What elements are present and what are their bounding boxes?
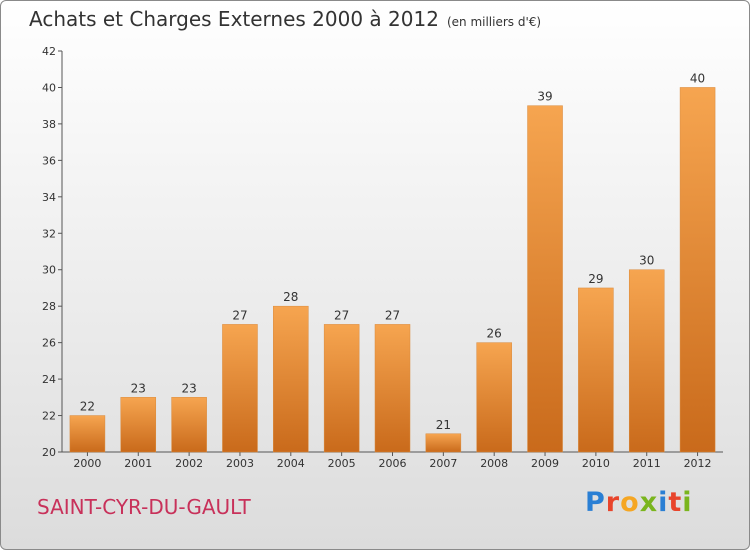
data-label-2002: 23 bbox=[181, 381, 196, 395]
data-label-2005: 27 bbox=[334, 308, 349, 322]
x-tick-label: 2005 bbox=[328, 457, 356, 470]
x-tick-label: 2001 bbox=[124, 457, 152, 470]
bar-2007 bbox=[425, 433, 462, 453]
data-label-2007: 21 bbox=[436, 418, 451, 432]
y-tick-label: 30 bbox=[42, 264, 56, 277]
chart-title-text: Achats et Charges Externes 2000 à 2012 bbox=[29, 7, 439, 31]
y-tick-label: 38 bbox=[42, 118, 56, 131]
y-tick-label: 24 bbox=[42, 373, 56, 386]
x-tick-label: 2007 bbox=[429, 457, 457, 470]
bar-2003 bbox=[222, 324, 258, 453]
bar-2005 bbox=[323, 324, 360, 453]
proxiti-logo: Proxiti bbox=[585, 487, 693, 518]
y-tick-label: 20 bbox=[42, 446, 56, 459]
bar-2008 bbox=[476, 342, 512, 453]
bar-2002 bbox=[171, 397, 207, 453]
bar-2009 bbox=[527, 105, 563, 453]
y-tick-label: 22 bbox=[42, 410, 56, 423]
bar-2000 bbox=[69, 415, 106, 453]
data-label-2000: 22 bbox=[80, 400, 95, 414]
data-label-2001: 23 bbox=[131, 381, 146, 395]
data-label-2004: 28 bbox=[283, 290, 298, 304]
bars bbox=[69, 87, 716, 453]
x-tick-label: 2003 bbox=[226, 457, 254, 470]
x-tick-label: 2009 bbox=[531, 457, 559, 470]
chart-subtitle: (en milliers d'€) bbox=[446, 15, 542, 29]
x-tick-label: 2008 bbox=[480, 457, 508, 470]
commune-name: SAINT-CYR-DU-GAULT bbox=[37, 495, 251, 519]
y-tick-label: 34 bbox=[42, 191, 56, 204]
value-labels: 22 23 23 27 28 27 27 21 26 39 29 30 40 bbox=[80, 71, 705, 431]
y-tick-label: 28 bbox=[42, 300, 56, 313]
data-label-2008: 26 bbox=[487, 327, 502, 341]
bar-2004 bbox=[273, 305, 309, 453]
x-tick-label: 2006 bbox=[379, 457, 407, 470]
data-label-2009: 39 bbox=[537, 90, 552, 104]
y-tick-label: 26 bbox=[42, 337, 56, 350]
data-label-2006: 27 bbox=[385, 308, 400, 322]
bar-2012 bbox=[679, 87, 716, 453]
bar-2010 bbox=[578, 287, 614, 453]
data-label-2011: 30 bbox=[639, 254, 654, 268]
y-tick-label: 40 bbox=[42, 81, 56, 94]
bar-2006 bbox=[374, 324, 411, 453]
bar-2011 bbox=[628, 269, 665, 453]
x-tick-label: 2010 bbox=[582, 457, 610, 470]
x-tick-label: 2000 bbox=[73, 457, 101, 470]
bar-2001 bbox=[120, 397, 157, 453]
axes: 20 22 24 26 28 30 32 34 36 38 40 42 2000 2001 2002 2003… bbox=[42, 45, 723, 470]
x-tick-label: 2011 bbox=[633, 457, 661, 470]
x-tick-label: 2002 bbox=[175, 457, 203, 470]
y-tick-label: 32 bbox=[42, 227, 56, 240]
x-tick-label: 2012 bbox=[684, 457, 712, 470]
data-label-2003: 27 bbox=[232, 308, 247, 322]
y-tick-label: 36 bbox=[42, 154, 56, 167]
chart-title: Achats et Charges Externes 2000 à 2012 (e… bbox=[29, 7, 541, 31]
data-label-2012: 40 bbox=[690, 71, 705, 85]
x-tick-label: 2004 bbox=[277, 457, 305, 470]
y-tick-label: 42 bbox=[42, 45, 56, 58]
data-label-2010: 29 bbox=[588, 272, 603, 286]
